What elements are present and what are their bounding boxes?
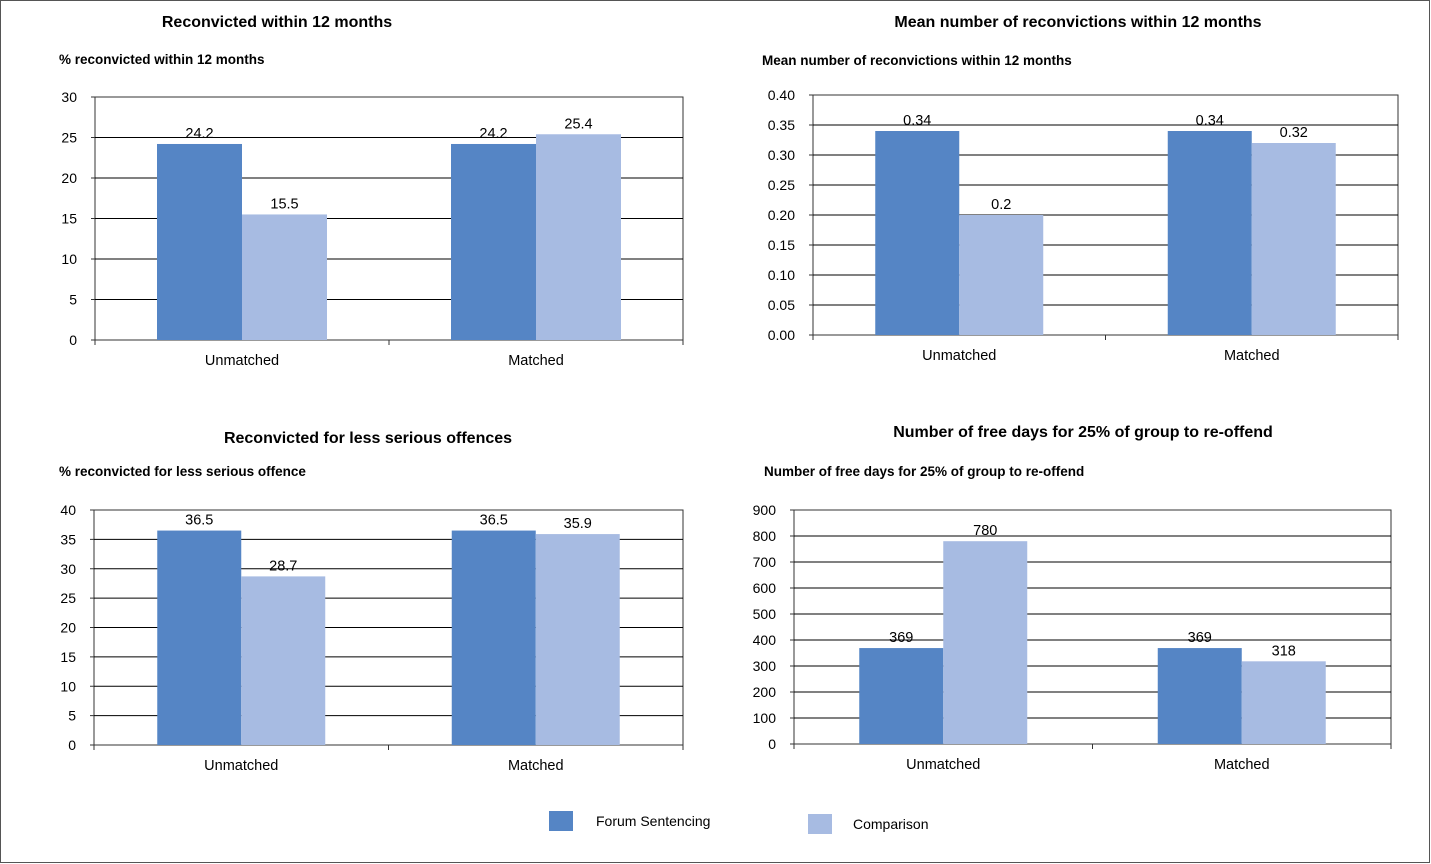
- y-tick-label: 25: [60, 590, 76, 606]
- data-label: 369: [1188, 630, 1212, 646]
- y-tick-label: 300: [753, 658, 777, 674]
- x-category-label: Unmatched: [906, 757, 980, 773]
- y-tick-label: 0.15: [768, 237, 795, 253]
- y-tick-label: 0.20: [768, 207, 795, 223]
- x-category-label: Matched: [508, 353, 564, 369]
- y-tick-label: 10: [60, 678, 76, 694]
- y-tick-label: 100: [753, 710, 777, 726]
- y-tick-label: 35: [60, 531, 76, 547]
- data-label: 0.34: [1196, 113, 1224, 129]
- bar: [535, 534, 620, 745]
- x-category-label: Unmatched: [204, 758, 278, 774]
- chart-title: Reconvicted within 12 months: [162, 14, 392, 31]
- data-label: 36.5: [480, 513, 508, 529]
- bar: [241, 576, 326, 745]
- bar: [875, 131, 960, 335]
- y-tick-label: 0: [69, 332, 77, 348]
- data-label: 24.2: [185, 126, 213, 142]
- y-tick-label: 500: [753, 606, 777, 622]
- x-category-label: Matched: [1214, 757, 1270, 773]
- y-axis-label: Mean number of reconvictions within 12 m…: [762, 53, 1072, 68]
- bar: [1251, 143, 1336, 335]
- data-label: 36.5: [185, 513, 213, 529]
- data-label: 24.2: [479, 126, 507, 142]
- bar: [536, 134, 621, 340]
- chart-4: Number of free days for 25% of group to …: [753, 424, 1392, 773]
- x-category-label: Matched: [508, 758, 564, 774]
- legend: Forum Sentencing Comparison: [549, 811, 928, 834]
- legend-label: Comparison: [853, 816, 928, 832]
- y-tick-label: 900: [753, 502, 777, 518]
- chart-title: Number of free days for 25% of group to …: [893, 424, 1273, 441]
- bar: [451, 530, 536, 745]
- bar: [1157, 648, 1242, 744]
- x-category-label: Unmatched: [205, 353, 279, 369]
- chart-title: Mean number of reconvictions within 12 m…: [894, 14, 1261, 31]
- y-tick-label: 20: [61, 170, 77, 186]
- y-tick-label: 0: [768, 736, 776, 752]
- legend-swatch: [808, 814, 832, 834]
- y-tick-label: 30: [60, 561, 76, 577]
- chart-title: Reconvicted for less serious offences: [224, 430, 512, 447]
- bar: [1241, 661, 1326, 744]
- y-tick-label: 600: [753, 580, 777, 596]
- x-category-label: Matched: [1224, 348, 1280, 364]
- y-tick-label: 0.10: [768, 267, 795, 283]
- data-label: 25.4: [564, 116, 592, 132]
- bar: [451, 143, 536, 340]
- y-tick-label: 25: [61, 130, 77, 146]
- y-axis-label: % reconvicted within 12 months: [59, 52, 265, 67]
- bar: [157, 143, 242, 340]
- bar: [959, 215, 1044, 335]
- y-tick-label: 0.00: [768, 327, 795, 343]
- y-tick-label: 0.40: [768, 87, 795, 103]
- y-tick-label: 200: [753, 684, 777, 700]
- y-tick-label: 400: [753, 632, 777, 648]
- y-tick-label: 20: [60, 620, 76, 636]
- y-axis-label: Number of free days for 25% of group to …: [764, 464, 1084, 479]
- y-tick-label: 800: [753, 528, 777, 544]
- data-label: 0.32: [1280, 125, 1308, 141]
- bar: [157, 530, 242, 745]
- data-label: 780: [973, 523, 997, 539]
- chart-3: Reconvicted for less serious offences % r…: [59, 430, 684, 774]
- x-category-label: Unmatched: [922, 348, 996, 364]
- bar: [242, 214, 327, 340]
- chart-2: Mean number of reconvictions within 12 m…: [762, 14, 1399, 364]
- y-tick-label: 0.25: [768, 177, 795, 193]
- y-tick-label: 700: [753, 554, 777, 570]
- y-tick-label: 0: [68, 737, 76, 753]
- y-tick-label: 15: [60, 649, 76, 665]
- y-tick-label: 0.05: [768, 297, 795, 313]
- y-tick-label: 0.30: [768, 147, 795, 163]
- legend-swatch: [549, 811, 573, 831]
- chart-1: Reconvicted within 12 months % reconvicte…: [59, 14, 684, 369]
- bar: [1167, 131, 1252, 335]
- y-tick-label: 5: [68, 708, 76, 724]
- y-tick-label: 0.35: [768, 117, 795, 133]
- y-tick-label: 30: [61, 89, 77, 105]
- y-tick-label: 10: [61, 251, 77, 267]
- data-label: 318: [1272, 643, 1296, 659]
- data-label: 0.2: [991, 197, 1011, 213]
- data-label: 15.5: [270, 196, 298, 212]
- y-tick-label: 15: [61, 211, 77, 227]
- legend-label: Forum Sentencing: [596, 813, 710, 829]
- y-axis-label: % reconvicted for less serious offence: [59, 464, 306, 479]
- bar: [859, 648, 944, 744]
- y-tick-label: 40: [60, 502, 76, 518]
- y-tick-label: 5: [69, 292, 77, 308]
- data-label: 28.7: [269, 558, 297, 574]
- data-label: 369: [889, 630, 913, 646]
- data-label: 35.9: [564, 516, 592, 532]
- data-label: 0.34: [903, 113, 931, 129]
- bar: [943, 541, 1028, 744]
